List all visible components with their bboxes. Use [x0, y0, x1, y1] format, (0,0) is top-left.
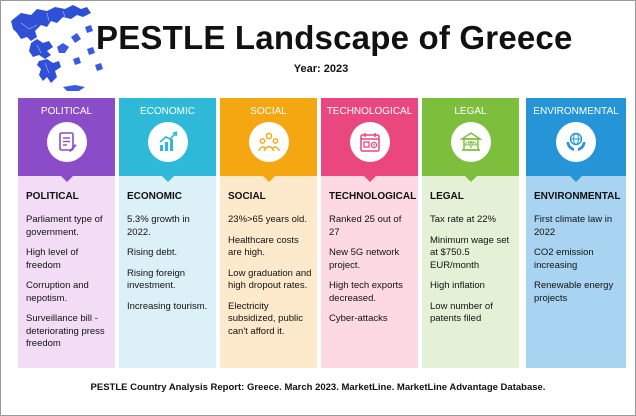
- page-title: PESTLE Landscape of Greece: [96, 19, 573, 56]
- column-header-label: ECONOMIC: [140, 106, 195, 117]
- column-header-label: ENVIRONMENTAL: [533, 106, 619, 117]
- column-header: SOCIAL: [220, 98, 317, 176]
- list-item: High level of freedom: [26, 247, 79, 271]
- column-header-label: TECHNOLOGICAL: [326, 106, 413, 117]
- column-title: ENVIRONMENTAL: [534, 191, 621, 202]
- year-label: Year: 2023: [293, 63, 349, 75]
- column-technological: TECHNOLOGICAL TECHNOLOGICAL Ranked 25 ou…: [321, 98, 418, 368]
- column-items: Parliament type of government. High leve…: [26, 214, 111, 359]
- column-items: 5.3% growth in 2022. Rising debt. Rising…: [127, 214, 212, 321]
- calendar-gear-icon: [359, 133, 380, 152]
- column-body: LEGAL Tax rate at 22% Minimum wage set a…: [422, 176, 519, 368]
- icon-badge: [349, 122, 390, 162]
- list-item: Electricity subsidized, public can't aff…: [228, 300, 303, 337]
- column-body: SOCIAL 23%>65 years old. Healthcare cost…: [220, 176, 317, 368]
- column-body: POLITICAL Parliament type of government.…: [18, 176, 115, 368]
- list-item: Ranked 25 out of 27: [329, 214, 402, 238]
- column-title: TECHNOLOGICAL: [329, 191, 417, 202]
- column-legal: LEGAL LEGAL Tax rate at 22%: [422, 98, 519, 368]
- column-header-label: LEGAL: [454, 106, 487, 117]
- column-items: First climate law in 2022 CO2 emission i…: [534, 214, 622, 313]
- greece-map-icon: [11, 5, 103, 91]
- column-title: POLITICAL: [26, 191, 79, 202]
- column-items: Ranked 25 out of 27 New 5G network proje…: [329, 214, 414, 334]
- column-header: ECONOMIC: [119, 98, 216, 176]
- list-item: High tech exports decreased.: [329, 280, 403, 304]
- column-notch: [569, 176, 583, 182]
- list-item: New 5G network project.: [329, 247, 400, 271]
- column-notch: [362, 176, 377, 182]
- growth-chart-icon: [158, 131, 177, 151]
- icon-badge: [147, 122, 188, 162]
- document-icon: [58, 132, 76, 152]
- column-notch: [463, 176, 478, 182]
- column-economic: ECONOMIC ECONOMIC 5.3% growth in 2022. R…: [119, 98, 216, 368]
- column-header-label: SOCIAL: [250, 106, 287, 117]
- column-environmental: ENVIRONMENTAL ENVIRONMENTAL First climat…: [526, 98, 626, 368]
- column-title: ECONOMIC: [127, 191, 182, 202]
- list-item: First climate law in 2022: [534, 214, 613, 238]
- list-item: Low number of patents filed: [430, 300, 493, 325]
- column-header: LEGAL: [422, 98, 519, 176]
- column-title: LEGAL: [430, 191, 464, 202]
- icon-badge: [556, 122, 596, 162]
- column-body: ECONOMIC 5.3% growth in 2022. Rising deb…: [119, 176, 216, 368]
- list-item: Renewable energy projects: [534, 280, 614, 304]
- list-item: High inflation: [430, 280, 485, 291]
- list-item: Rising foreign investment.: [127, 267, 186, 292]
- column-social: SOCIAL SOCIAL 23%>65 years old. Healthca…: [220, 98, 317, 368]
- column-header: ENVIRONMENTAL: [526, 98, 626, 176]
- list-item: 5.3% growth in 2022.: [127, 214, 190, 238]
- globe-hands-icon: [566, 132, 586, 151]
- people-group-icon: [257, 132, 280, 152]
- column-political: POLITICAL POLITICAL Parliament type of g…: [18, 98, 115, 368]
- list-item: Tax rate at 22%: [430, 214, 497, 225]
- column-body: TECHNOLOGICAL Ranked 25 out of 27 New 5G…: [321, 176, 418, 368]
- list-item: Parliament type of government.: [26, 214, 103, 238]
- source-footer: PESTLE Country Analysis Report: Greece. …: [90, 382, 546, 393]
- list-item: Low graduation and high dropout rates.: [228, 267, 312, 292]
- column-body: ENVIRONMENTAL First climate law in 2022 …: [526, 176, 626, 368]
- list-item: Rising debt.: [127, 247, 178, 258]
- list-item: CO2 emission increasing: [534, 247, 594, 271]
- column-title: SOCIAL: [228, 191, 266, 202]
- list-item: Corruption and nepotism.: [26, 280, 89, 304]
- list-item: Minimum wage set at $750.5 EUR/month: [430, 234, 510, 271]
- column-header: POLITICAL: [18, 98, 115, 176]
- icon-badge: [46, 122, 87, 162]
- column-notch: [160, 176, 175, 182]
- column-items: 23%>65 years old. Healthcare costs are h…: [228, 214, 313, 346]
- column-notch: [261, 176, 276, 182]
- column-notch: [59, 176, 74, 182]
- list-item: Surveillance bill - deteriorating press …: [26, 313, 105, 349]
- list-item: Healthcare costs are high.: [228, 234, 299, 259]
- icon-badge: [248, 122, 289, 162]
- column-header-label: POLITICAL: [40, 106, 93, 117]
- list-item: 23%>65 years old.: [228, 214, 307, 225]
- list-item: Increasing tourism.: [127, 300, 208, 312]
- icon-badge: [450, 122, 491, 162]
- courthouse-icon: [459, 132, 482, 151]
- list-item: Cyber-attacks: [329, 313, 388, 324]
- column-header: TECHNOLOGICAL: [321, 98, 418, 176]
- column-items: Tax rate at 22% Minimum wage set at $750…: [430, 214, 515, 334]
